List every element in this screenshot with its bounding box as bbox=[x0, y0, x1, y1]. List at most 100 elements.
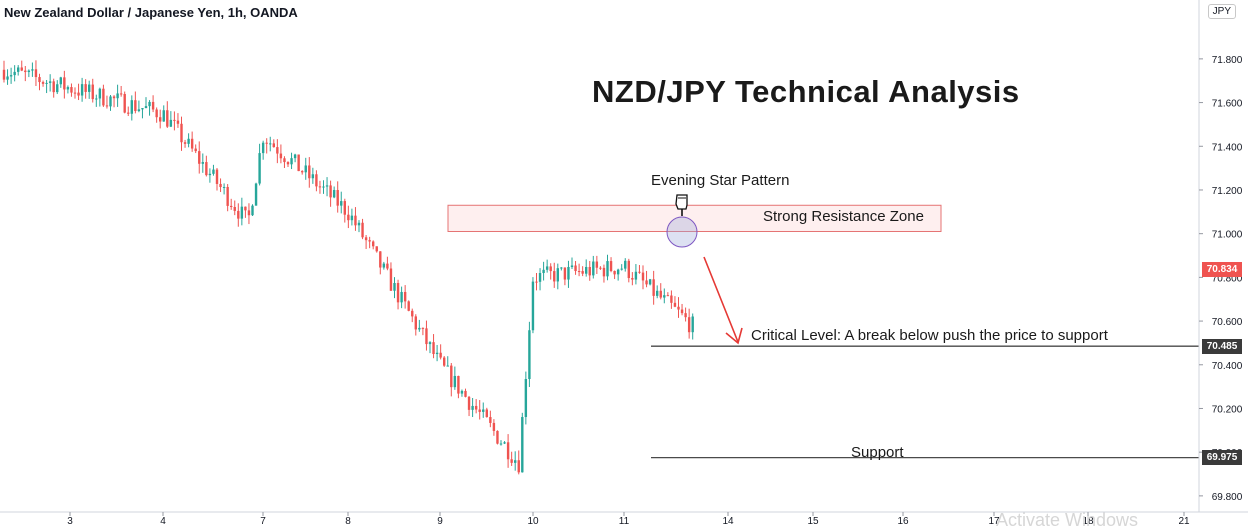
candle-body bbox=[599, 267, 602, 269]
candle-body bbox=[634, 271, 638, 280]
candle-body bbox=[379, 251, 382, 268]
candle-body bbox=[467, 396, 471, 410]
price-tick-label: 69.800 bbox=[1212, 492, 1243, 503]
candle-body bbox=[535, 281, 538, 283]
candle-body bbox=[102, 88, 105, 106]
hand-palm bbox=[675, 194, 688, 210]
candle-body bbox=[311, 174, 315, 179]
candle-body bbox=[407, 301, 410, 311]
candle-body bbox=[70, 87, 73, 93]
candle-body bbox=[162, 110, 165, 122]
candle-body bbox=[641, 272, 645, 281]
candle-body bbox=[88, 84, 91, 92]
candle-body bbox=[112, 96, 116, 99]
candle-body bbox=[609, 261, 613, 272]
candle-body bbox=[545, 266, 549, 270]
candle-body bbox=[119, 93, 123, 95]
candle-body bbox=[656, 290, 659, 296]
time-tick-label: 7 bbox=[260, 516, 266, 527]
candle-body bbox=[17, 67, 20, 72]
candle-body bbox=[95, 98, 98, 100]
candle-body bbox=[581, 271, 584, 274]
time-tick-label: 8 bbox=[345, 516, 351, 527]
candle-body bbox=[222, 186, 226, 188]
candle-body bbox=[403, 291, 407, 302]
candle-body bbox=[666, 295, 670, 297]
candle-body bbox=[155, 109, 158, 118]
resistance-zone-box bbox=[447, 204, 942, 232]
candle-body bbox=[386, 263, 389, 269]
candle-body bbox=[109, 96, 112, 107]
candle-body bbox=[208, 173, 212, 176]
candle-body bbox=[560, 267, 563, 269]
candle-body bbox=[215, 169, 219, 184]
critical-level-label: Critical Level: A break below push the p… bbox=[751, 327, 1108, 344]
candle-body bbox=[159, 117, 162, 122]
candle-body bbox=[521, 417, 524, 473]
candle-body bbox=[350, 215, 354, 221]
candle-body bbox=[624, 260, 627, 269]
evening-star-highlight bbox=[666, 216, 698, 248]
candle-body bbox=[230, 205, 233, 207]
candle-body bbox=[286, 162, 290, 165]
candle-body bbox=[627, 260, 630, 279]
candle-body bbox=[258, 153, 261, 184]
time-tick-label: 15 bbox=[807, 516, 819, 527]
candle-body bbox=[638, 271, 641, 273]
candle-body bbox=[176, 120, 180, 124]
currency-badge[interactable]: JPY bbox=[1207, 4, 1236, 19]
candle-body bbox=[190, 138, 194, 149]
candle-body bbox=[435, 352, 439, 355]
pointing-hand-icon bbox=[675, 194, 688, 216]
level-lines bbox=[651, 345, 1199, 459]
downward-arrow bbox=[703, 256, 743, 345]
candle-body bbox=[205, 162, 208, 176]
candle-body bbox=[283, 158, 286, 163]
candle-body bbox=[198, 151, 201, 164]
candle-body bbox=[194, 148, 197, 152]
candle-body bbox=[450, 365, 453, 388]
candle-body bbox=[585, 266, 588, 274]
candle-body bbox=[524, 379, 528, 418]
candle-body bbox=[45, 82, 48, 84]
candle-body bbox=[247, 210, 251, 216]
time-tick-label: 4 bbox=[160, 516, 166, 527]
time-tick-label: 14 bbox=[722, 516, 734, 527]
candle-body bbox=[613, 271, 616, 275]
candle-body bbox=[52, 81, 55, 93]
support-price-tag: 69.975 bbox=[1202, 450, 1242, 466]
candle-body bbox=[446, 365, 449, 367]
candle-body bbox=[148, 101, 151, 107]
candle-body bbox=[464, 390, 467, 397]
candle-body bbox=[453, 375, 457, 388]
candle-body bbox=[84, 84, 87, 92]
candle-body bbox=[48, 81, 52, 83]
candle-body bbox=[414, 316, 417, 330]
time-tick-label: 17 bbox=[988, 516, 1000, 527]
candle-body bbox=[187, 138, 190, 144]
candle-body bbox=[6, 76, 9, 80]
arrow-shaft bbox=[703, 256, 739, 343]
candle-body bbox=[691, 316, 694, 333]
candle-body bbox=[443, 357, 446, 366]
candle-body bbox=[244, 206, 247, 211]
candle-body bbox=[2, 69, 6, 80]
candle-body bbox=[251, 205, 254, 216]
candle-body bbox=[27, 70, 31, 73]
candle-body bbox=[141, 108, 144, 110]
candle-body bbox=[130, 100, 133, 114]
candle-body bbox=[183, 142, 187, 144]
price-tick-label: 70.600 bbox=[1212, 317, 1243, 328]
candle-body bbox=[577, 271, 581, 273]
candle-body bbox=[425, 328, 428, 345]
candle-body bbox=[63, 77, 66, 90]
candle-body bbox=[602, 267, 606, 277]
candle-body bbox=[24, 70, 27, 73]
candle-body bbox=[517, 460, 520, 473]
candle-body bbox=[59, 77, 62, 85]
candle-body bbox=[34, 69, 38, 78]
candle-body bbox=[553, 271, 556, 282]
candle-body bbox=[91, 84, 94, 100]
time-tick-label: 3 bbox=[67, 516, 73, 527]
